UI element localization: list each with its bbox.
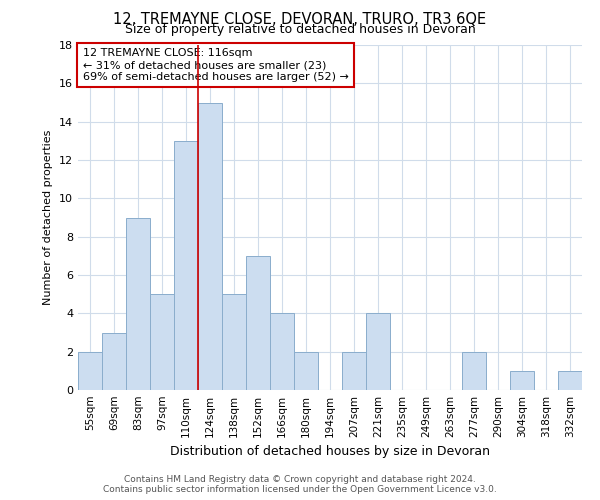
X-axis label: Distribution of detached houses by size in Devoran: Distribution of detached houses by size … <box>170 446 490 458</box>
Bar <box>366 314 390 390</box>
Text: Size of property relative to detached houses in Devoran: Size of property relative to detached ho… <box>125 22 475 36</box>
Bar <box>222 294 246 390</box>
Bar <box>462 352 486 390</box>
Bar <box>294 352 318 390</box>
Bar <box>198 102 222 390</box>
Bar <box>270 314 294 390</box>
Bar <box>510 371 534 390</box>
Text: Contains HM Land Registry data © Crown copyright and database right 2024.
Contai: Contains HM Land Registry data © Crown c… <box>103 474 497 494</box>
Bar <box>174 141 198 390</box>
Bar <box>150 294 174 390</box>
Bar <box>342 352 366 390</box>
Y-axis label: Number of detached properties: Number of detached properties <box>43 130 53 305</box>
Bar <box>246 256 270 390</box>
Bar <box>102 332 126 390</box>
Bar <box>126 218 150 390</box>
Bar <box>78 352 102 390</box>
Bar <box>558 371 582 390</box>
Text: 12 TREMAYNE CLOSE: 116sqm
← 31% of detached houses are smaller (23)
69% of semi-: 12 TREMAYNE CLOSE: 116sqm ← 31% of detac… <box>83 48 349 82</box>
Text: 12, TREMAYNE CLOSE, DEVORAN, TRURO, TR3 6QE: 12, TREMAYNE CLOSE, DEVORAN, TRURO, TR3 … <box>113 12 487 26</box>
